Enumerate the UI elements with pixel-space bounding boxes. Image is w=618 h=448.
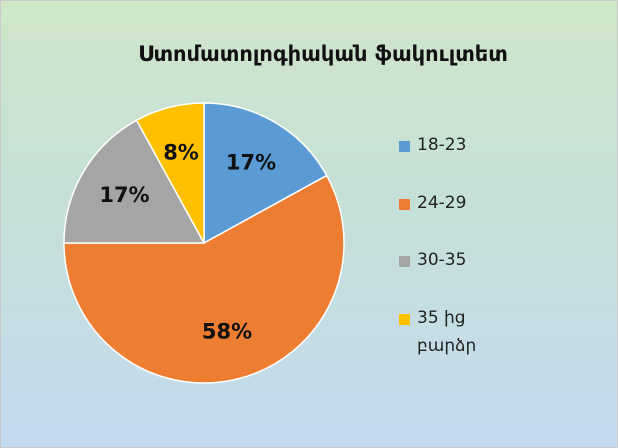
legend-label: 18-23 xyxy=(417,135,467,155)
data-label: 17% xyxy=(99,183,149,207)
data-label: 17% xyxy=(226,150,276,174)
legend-item: 24-29 xyxy=(399,193,503,251)
legend-item: 18-23 xyxy=(399,135,503,193)
pie-slice xyxy=(63,174,345,384)
pie-slice xyxy=(63,119,206,244)
legend: 18-23 24-29 30-35 35 ից բարձր xyxy=(399,135,503,365)
legend-label: 24-29 xyxy=(417,192,467,213)
chart-title: Ստոմատոլոգիական ֆակուլտետ xyxy=(138,42,508,66)
legend-item: 35 ից բարձր xyxy=(399,308,503,366)
pie-slice xyxy=(203,102,328,245)
legend-label: 30-35 xyxy=(417,250,467,270)
legend-item: 30-35 xyxy=(399,250,503,308)
legend-swatch xyxy=(399,141,410,152)
pie-slice xyxy=(135,102,205,244)
legend-swatch xyxy=(399,313,410,325)
data-label: 58% xyxy=(202,319,252,343)
legend-label: 35 ից բարձր xyxy=(417,307,477,356)
legend-swatch xyxy=(399,256,410,267)
legend-swatch xyxy=(399,198,410,210)
data-label: 8% xyxy=(163,141,199,165)
